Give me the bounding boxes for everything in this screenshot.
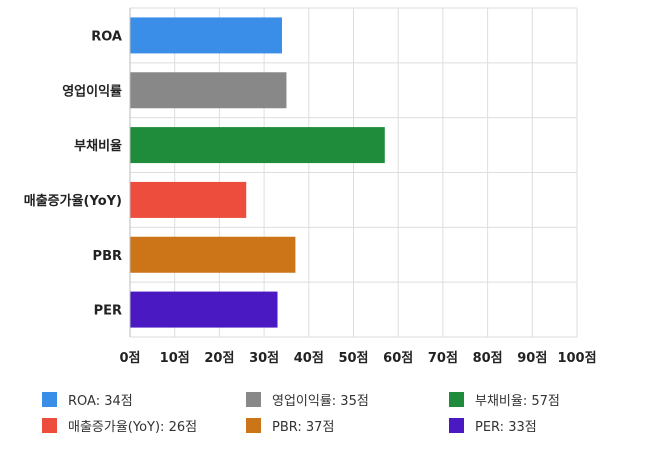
legend-swatch xyxy=(449,392,464,407)
x-tick-label: 20점 xyxy=(204,351,234,366)
legend-swatch xyxy=(42,418,57,433)
x-tick-label: 50점 xyxy=(338,351,368,366)
y-tick-label: ROA xyxy=(91,29,122,44)
bar xyxy=(130,291,278,328)
x-tick-label: 80점 xyxy=(473,351,503,366)
bar xyxy=(130,127,385,164)
y-tick-label: 매출증가율(YoY) xyxy=(24,193,122,209)
bar xyxy=(130,17,282,54)
x-tick-label: 90점 xyxy=(517,351,547,366)
x-tick-label: 70점 xyxy=(428,351,458,366)
bar-series xyxy=(130,17,385,328)
bar xyxy=(130,236,296,273)
y-tick-label: 영업이익률 xyxy=(62,83,122,99)
x-tick-label: 40점 xyxy=(294,351,324,366)
legend-label: 부채비율: 57점 xyxy=(475,394,560,409)
legend-swatch xyxy=(246,392,261,407)
y-tick-label: PER xyxy=(94,304,122,319)
y-tick-label: PBR xyxy=(93,249,122,264)
legend-item-operating-margin: 영업이익률: 35점 xyxy=(246,390,369,409)
legend-label: PER: 33점 xyxy=(475,420,537,435)
bar xyxy=(130,72,287,109)
legend-label: 영업이익률: 35점 xyxy=(272,394,369,409)
x-tick-label: 100점 xyxy=(557,351,596,366)
x-tick-label: 10점 xyxy=(160,351,190,366)
x-tick-label: 0점 xyxy=(119,351,140,366)
legend-item-sales-growth: 매출증가율(YoY): 26점 xyxy=(42,416,197,435)
legend-swatch xyxy=(449,418,464,433)
bar xyxy=(130,181,247,218)
legend-label: PBR: 37점 xyxy=(272,420,335,435)
legend-item-debt-ratio: 부채비율: 57점 xyxy=(449,390,560,409)
legend-swatch xyxy=(246,418,261,433)
legend-swatch xyxy=(42,392,57,407)
legend-label: ROA: 34점 xyxy=(68,394,133,409)
grid-lines xyxy=(129,7,578,338)
legend-item-per: PER: 33점 xyxy=(449,416,537,435)
x-tick-label: 60점 xyxy=(383,351,413,366)
x-axis-labels: 0점 10점 20점 30점 40점 50점 60점 70점 80점 90점 100점 xyxy=(119,351,596,366)
x-tick-label: 30점 xyxy=(249,351,279,366)
y-tick-label: 부채비율 xyxy=(74,138,122,154)
legend-item-roa: ROA: 34점 xyxy=(42,390,133,409)
legend-label: 매출증가율(YoY): 26점 xyxy=(68,420,198,435)
legend-item-pbr: PBR: 37점 xyxy=(246,416,334,435)
